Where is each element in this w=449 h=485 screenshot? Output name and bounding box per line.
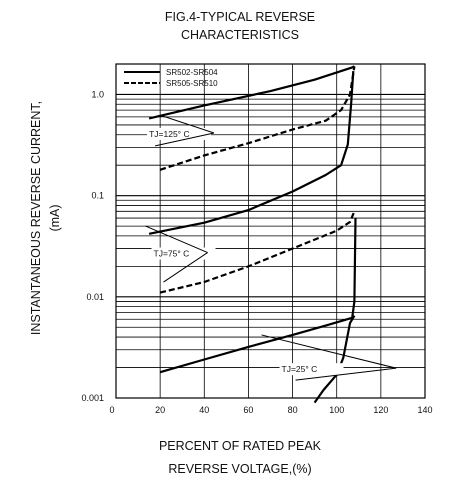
x-tick-label: 80 — [288, 405, 298, 415]
annotation-label: TJ=75° C — [154, 249, 190, 259]
annotation-leader — [160, 114, 215, 134]
x-tick-label: 140 — [417, 405, 432, 415]
series-line — [313, 315, 356, 404]
annotation-leader — [295, 367, 397, 381]
annotation-leader — [163, 252, 208, 283]
y-tick-label: 0.001 — [81, 393, 104, 403]
annotation-leader — [154, 132, 215, 147]
x-axis-label-line1: PERCENT OF RATED PEAK — [158, 439, 322, 453]
x-axis-label-line2: REVERSE VOLTAGE,(%) — [168, 462, 312, 476]
annotation-leader — [145, 225, 208, 254]
chart-title-line1: FIG.4-TYPICAL REVERSE — [164, 10, 316, 24]
series-line — [159, 66, 356, 171]
x-tick-label: 60 — [243, 405, 253, 415]
legend-label: SR502-SR504 — [166, 68, 218, 77]
annotation-leader — [261, 334, 397, 369]
x-tick-label: 120 — [373, 405, 388, 415]
annotation-label: TJ=125° C — [149, 129, 190, 139]
annotation-background — [151, 247, 216, 260]
x-tick-label: 20 — [155, 405, 165, 415]
chart-title-line2: CHARACTERISTICS — [180, 28, 300, 42]
annotation-label: TJ=25° C — [282, 364, 318, 374]
series-line — [159, 218, 357, 374]
y-tick-label: 0.01 — [86, 292, 104, 302]
y-tick-label: 1.0 — [91, 89, 104, 99]
series-line — [148, 71, 355, 235]
x-tick-label: 40 — [199, 405, 209, 415]
series-line — [148, 65, 355, 120]
annotation-background — [279, 363, 344, 376]
legend-label: SR505-SR510 — [166, 79, 218, 88]
y-tick-label: 0.1 — [91, 191, 104, 201]
chart-title: FIG.4-TYPICAL REVERSE CHARACTERISTICS — [60, 8, 420, 44]
series-line — [159, 210, 356, 294]
x-tick-label: 0 — [109, 405, 114, 415]
legend: SR502-SR504 SR505-SR510 — [124, 68, 218, 88]
x-tick-label: 100 — [329, 405, 344, 415]
